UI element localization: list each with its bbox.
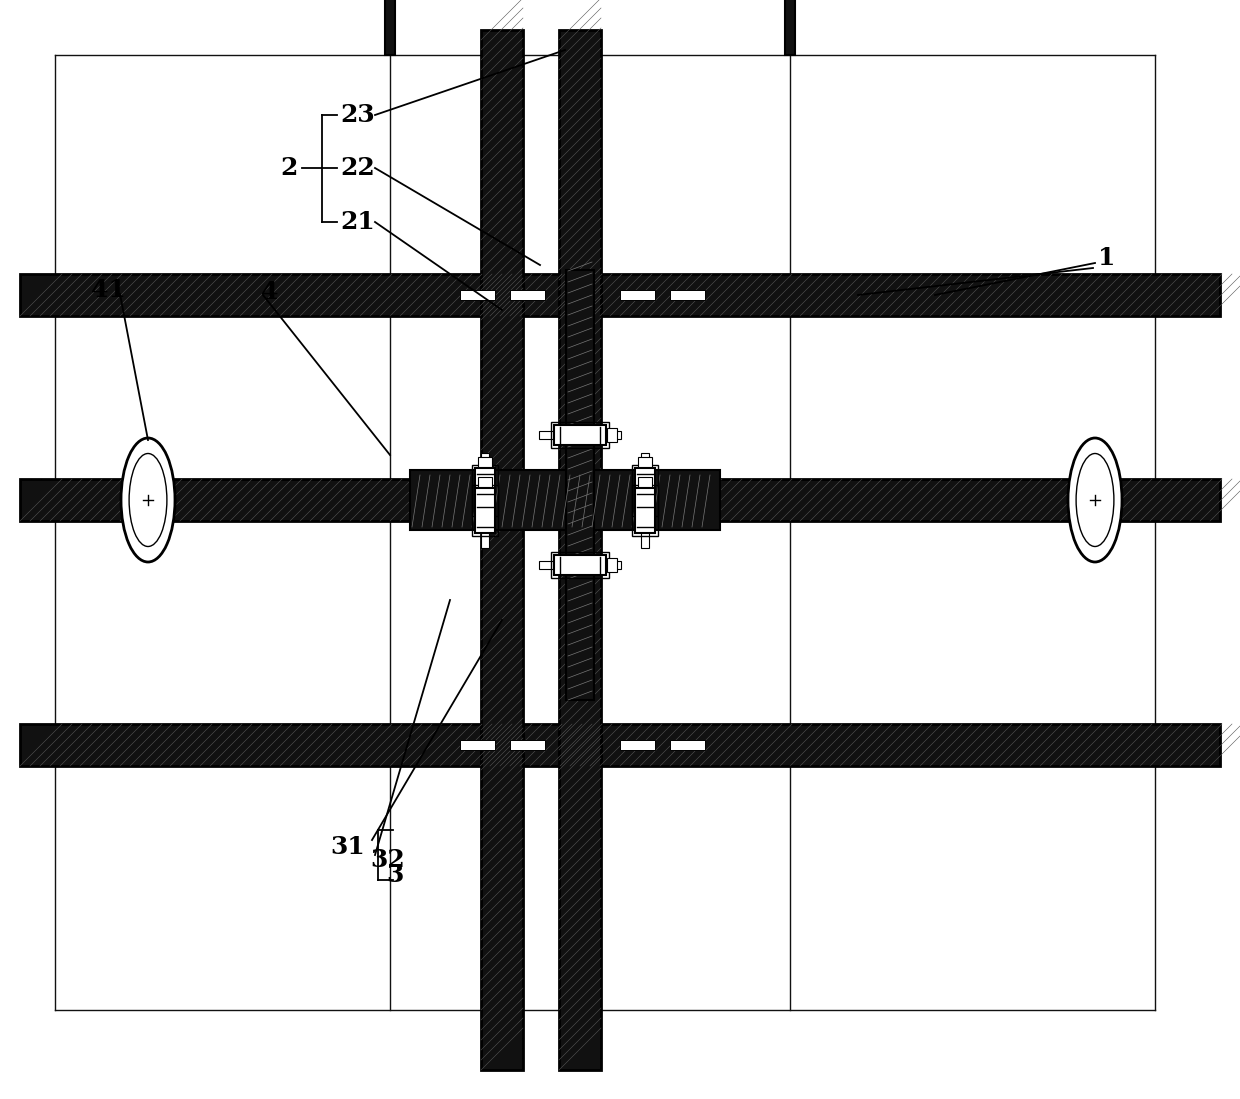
Bar (670, 740, 706, 750)
Bar (481, 453, 489, 528)
Bar (472, 485, 498, 535)
Bar (472, 465, 498, 515)
Bar (477, 477, 492, 487)
Text: 21: 21 (340, 210, 374, 234)
Ellipse shape (1076, 454, 1114, 546)
Bar (641, 473, 649, 547)
Bar (632, 485, 658, 535)
Text: 2: 2 (280, 156, 298, 180)
Ellipse shape (129, 454, 167, 546)
Bar (481, 473, 489, 547)
Bar (785, 0, 795, 55)
Bar (460, 740, 495, 750)
Bar (608, 428, 618, 442)
Bar (639, 477, 652, 487)
Bar (481, 30, 523, 1070)
Bar (608, 558, 618, 571)
Text: 41: 41 (91, 278, 125, 302)
Text: 23: 23 (340, 103, 374, 127)
Bar (620, 740, 655, 750)
Bar (384, 0, 396, 55)
Bar (635, 488, 655, 533)
Bar (475, 467, 495, 512)
Bar (460, 290, 495, 300)
Bar (475, 488, 495, 533)
Bar (641, 453, 649, 528)
Bar (551, 552, 609, 578)
Bar (632, 465, 658, 515)
Bar (554, 555, 606, 575)
Text: 3: 3 (387, 863, 404, 887)
Bar (410, 470, 720, 530)
Text: 1: 1 (1097, 246, 1115, 270)
Bar (559, 30, 601, 1070)
Bar (639, 456, 652, 466)
Bar (565, 270, 594, 700)
Bar (539, 560, 621, 569)
Bar (620, 290, 655, 300)
Bar (510, 290, 546, 300)
Bar (554, 425, 606, 445)
Text: 22: 22 (340, 156, 374, 180)
Bar (670, 290, 706, 300)
Ellipse shape (122, 439, 175, 562)
Bar (20, 724, 1220, 766)
Bar (510, 740, 546, 750)
Bar (635, 467, 655, 512)
Bar (20, 274, 1220, 317)
Text: 4: 4 (262, 280, 279, 304)
Text: 32: 32 (371, 848, 405, 872)
Bar (539, 431, 621, 439)
Bar (551, 422, 609, 448)
Bar (20, 479, 1220, 521)
Bar (477, 456, 492, 466)
Text: 31: 31 (331, 835, 366, 859)
Ellipse shape (1068, 439, 1122, 562)
